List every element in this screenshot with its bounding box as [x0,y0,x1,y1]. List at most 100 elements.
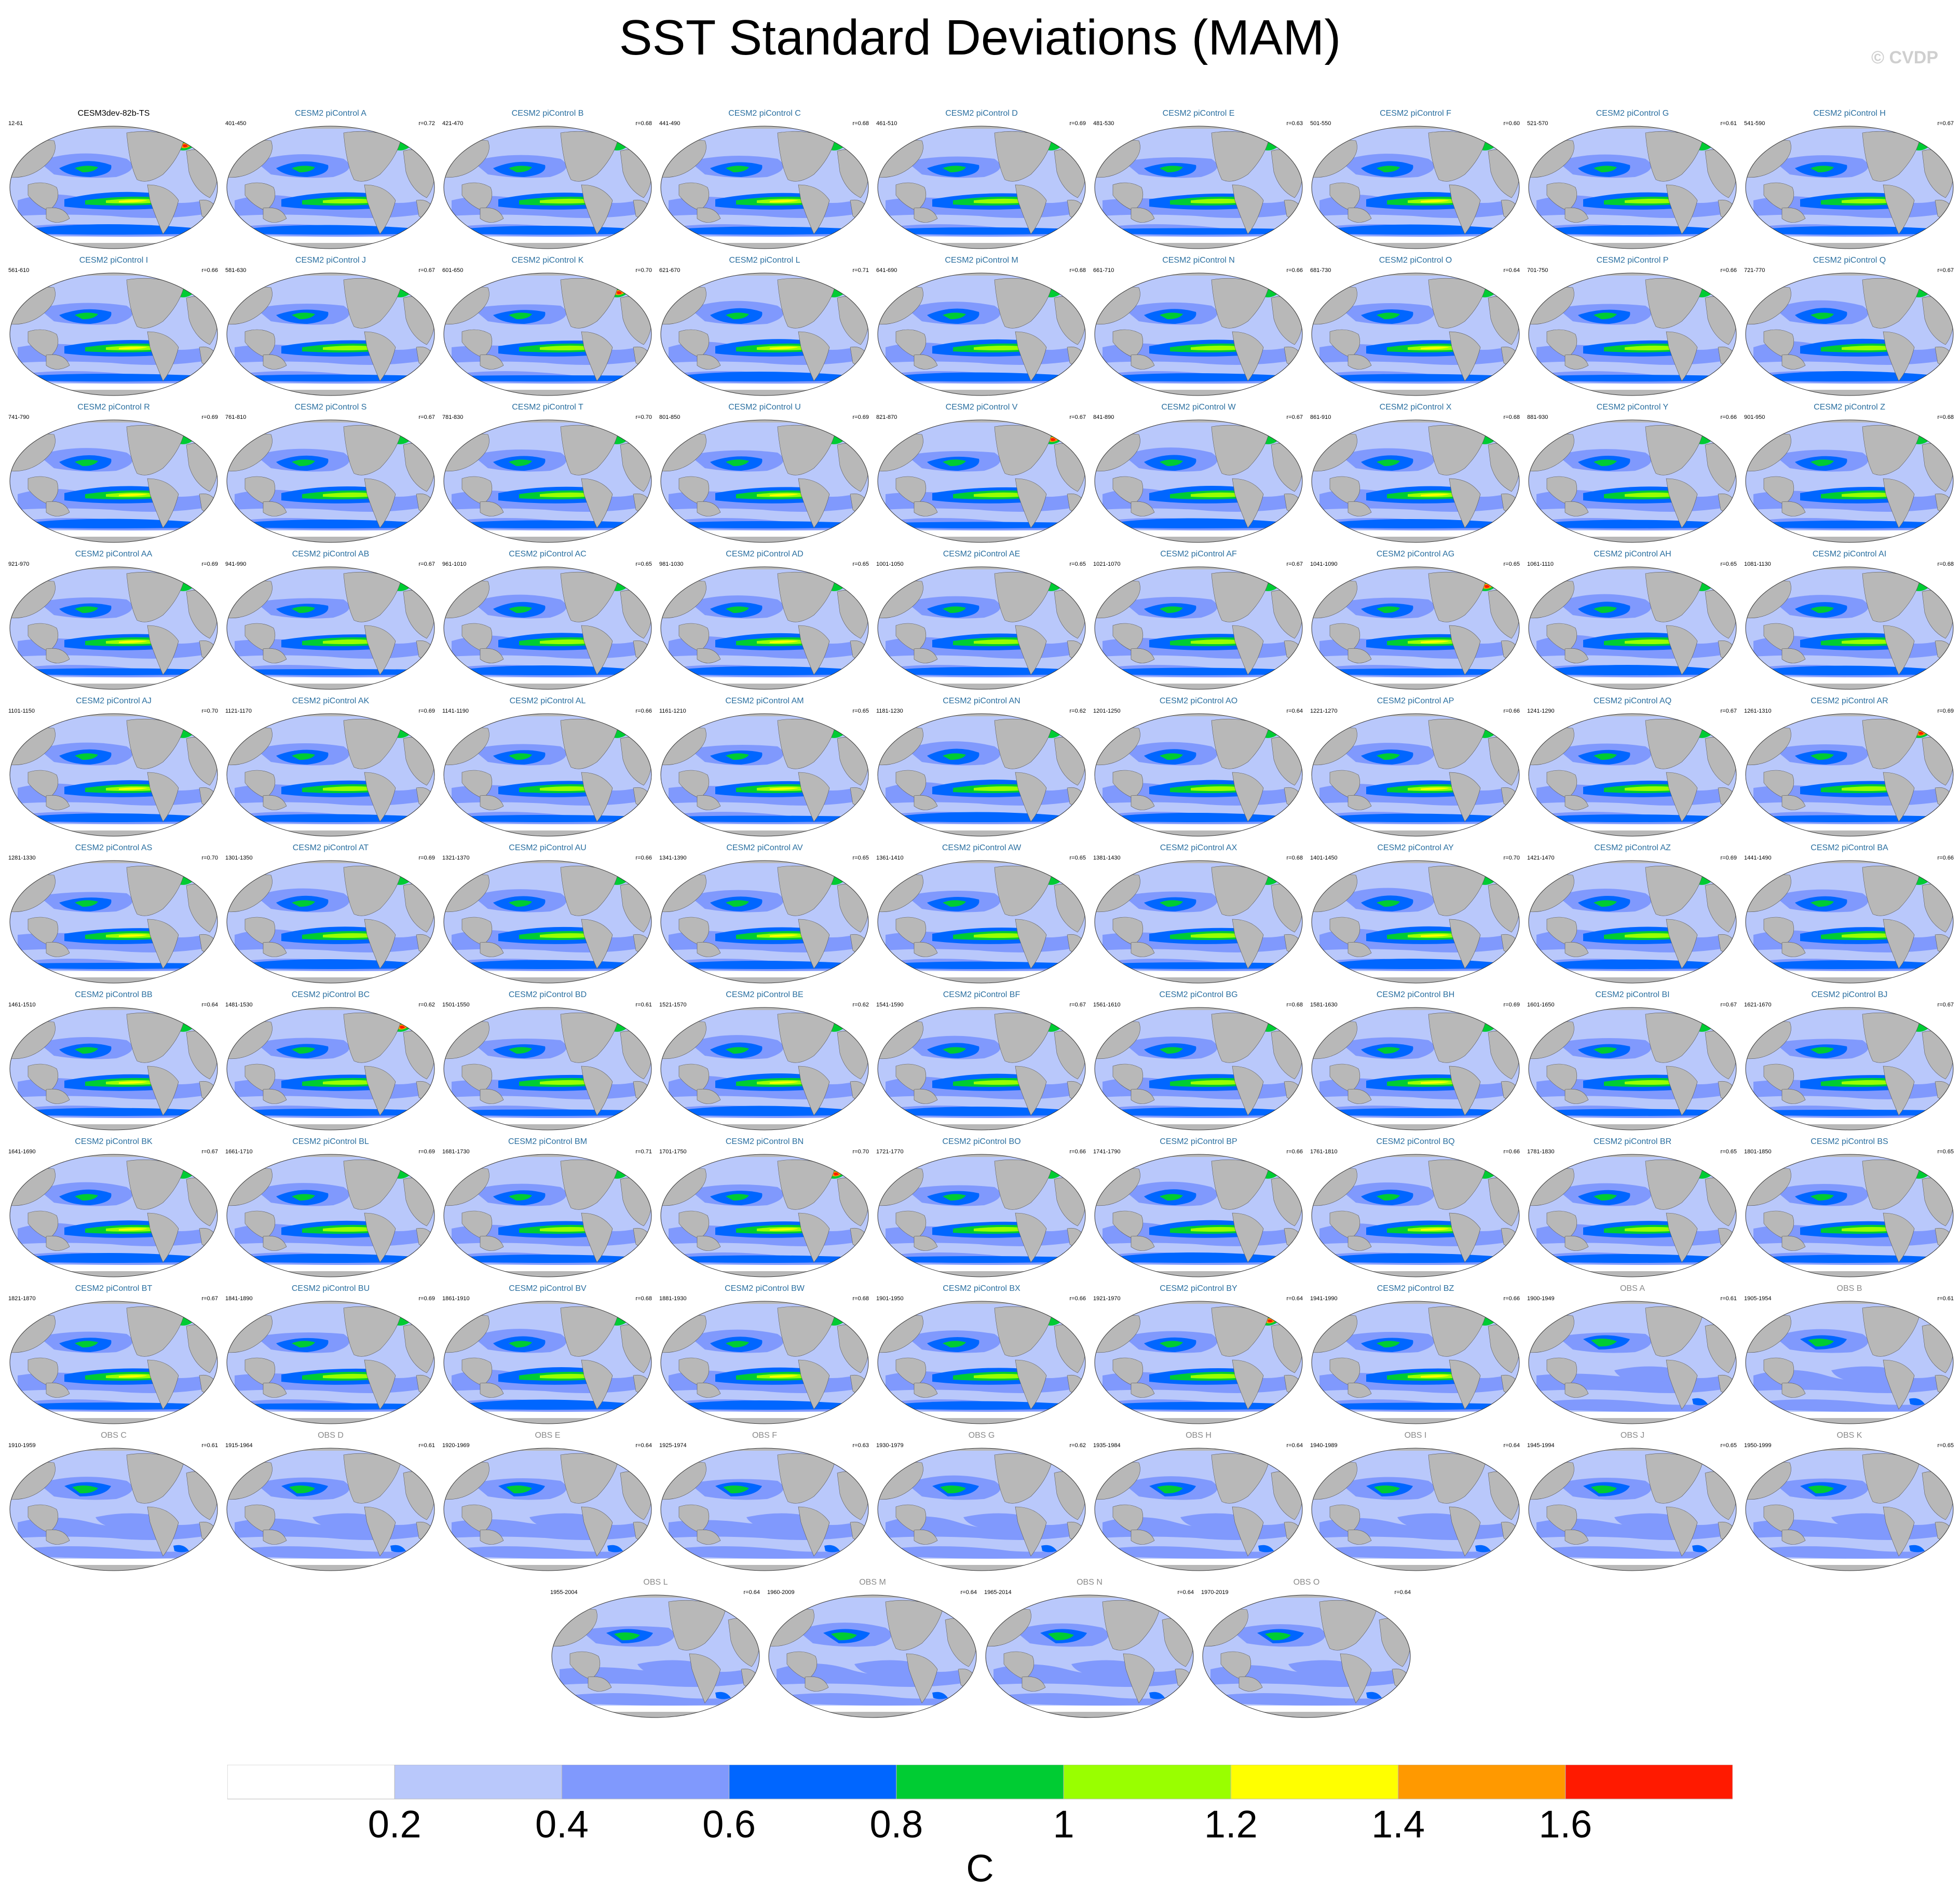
map-border [9,1301,218,1424]
landmass [147,1506,179,1557]
map-panel: CESM2 piControl AZ 1421-1470 r=0.69 [1526,843,1739,984]
sd-contour-0.6-0.8 [1330,1402,1507,1410]
sst-map [226,566,435,690]
panel-title: CESM2 piControl AR [1811,697,1888,705]
antarctica [227,1418,434,1424]
landmass [1449,184,1481,235]
sd-contour-0.8-1.0 [292,1047,315,1054]
panel-pattern-correlation: r=0.61 [635,1002,652,1008]
map-border [660,1448,869,1571]
sst-map [1094,126,1303,249]
sst-field [444,1448,651,1571]
landmass [678,917,710,946]
panel-years: 441-490 [659,120,680,127]
antarctica [986,1712,1193,1718]
map-border [660,272,869,396]
landmass [416,1521,434,1541]
sd-contour-0.6-0.8 [679,1255,856,1263]
landmass [1501,934,1519,953]
antarctica [1746,1418,1953,1424]
map-panel: OBS B 1905-1954 r=0.61 [1743,1284,1956,1424]
map-panel: CESM2 piControl AH 1061-1110 r=0.65 [1526,550,1739,690]
antarctica [444,684,651,689]
panel-title: CESM2 piControl BX [943,1284,1020,1293]
arctic-landmass [1529,1301,1736,1304]
sst-map [1528,1007,1737,1130]
panel-years: 861-910 [1310,414,1331,420]
map-panel: CESM2 piControl C 441-490 r=0.68 [658,109,871,249]
sd-contour-1.0-1.2 [1625,933,1671,938]
landmass [1564,1529,1589,1545]
landmass [697,354,721,370]
arctic-landmass [1529,714,1736,716]
panel-years: 821-870 [876,414,897,420]
landmass [1883,1212,1915,1263]
landmass [1666,1506,1698,1557]
map-panel: CESM2 piControl H 541-590 r=0.67 [1743,109,1956,249]
landmass [244,329,276,358]
landmass [1015,772,1047,822]
landmass [1564,207,1589,223]
sd-contour-1.0-1.2 [974,1080,1020,1085]
figure-title: SST Standard Deviations (MAM) [619,10,1341,65]
panel-title: CESM2 piControl Z [1814,403,1885,412]
landmass [1564,1088,1589,1104]
sd-contour-0.8-1.0 [1377,312,1400,319]
arctic-landmass [1746,420,1953,423]
map-panel: OBS G 1930-1979 r=0.62 [875,1431,1088,1571]
panel-title: OBS C [101,1431,127,1440]
landmass [1546,182,1577,211]
landmass [850,1081,868,1100]
map-panel: OBS K 1950-1999 r=0.65 [1743,1431,1956,1571]
panel-title: CESM2 piControl BP [1160,1137,1237,1146]
panel-pattern-correlation: r=0.66 [1503,1149,1520,1155]
panel-title: CESM2 piControl AX [1160,843,1237,852]
colorbar-tick-label: 0.8 [869,1803,923,1846]
map-panel: CESM2 piControl AQ 1241-1290 r=0.67 [1526,697,1739,837]
map-border [1745,1448,1954,1571]
antarctica [878,830,1085,836]
antarctica [227,243,434,249]
panel-years: 1741-1790 [1093,1149,1121,1155]
sst-field [878,567,1085,689]
landmass [199,1081,217,1100]
colorbar-segment [561,1765,730,1800]
antarctica [878,1124,1085,1130]
panel-title: CESM2 piControl BF [943,990,1020,999]
arctic-landmass [661,273,868,276]
panel-years: 641-690 [876,267,897,274]
panel-pattern-correlation: r=0.71 [852,267,869,274]
panel-title: CESM2 piControl I [79,256,148,265]
copyright-label: © CVDP [1871,48,1938,67]
sd-contour-0.4-0.6 [1614,1513,1682,1530]
map-panel: CESM2 piControl BB 1461-1510 r=0.64 [7,990,220,1130]
arctic-landmass [227,861,434,863]
panel-pattern-correlation: r=0.61 [1720,120,1737,127]
panel-years: 1261-1310 [1744,708,1772,714]
map-panel: CESM2 piControl BQ 1761-1810 r=0.66 [1309,1137,1522,1277]
arctic-landmass [1095,861,1302,863]
sd-contour-1.2-1.4 [770,934,798,937]
sst-field [1312,273,1519,396]
sd-contour-0.6-0.8 [896,522,1073,528]
panel-years: 1061-1110 [1527,561,1554,567]
landmass [46,942,70,957]
landmass [1284,1374,1302,1394]
sst-field [661,1007,868,1130]
map-border [1528,860,1737,984]
sd-contour-1.2-1.4 [1421,1228,1449,1231]
sd-contour-0.8-1.0 [1594,1047,1617,1054]
sst-map [226,126,435,249]
landmass [1022,1676,1046,1692]
landmass [1067,1081,1085,1100]
panel-years: 1341-1390 [659,855,687,861]
sst-field [1746,273,1953,396]
arctic-landmass [444,273,651,276]
sd-contour-0.8-1.0 [509,1194,532,1201]
sd-contour-0.6-0.8 [245,1403,423,1410]
antarctica [1529,390,1736,396]
sst-field [661,567,868,689]
sst-map [1311,860,1520,984]
arctic-landmass [1095,1154,1302,1157]
landmass [1449,625,1481,675]
